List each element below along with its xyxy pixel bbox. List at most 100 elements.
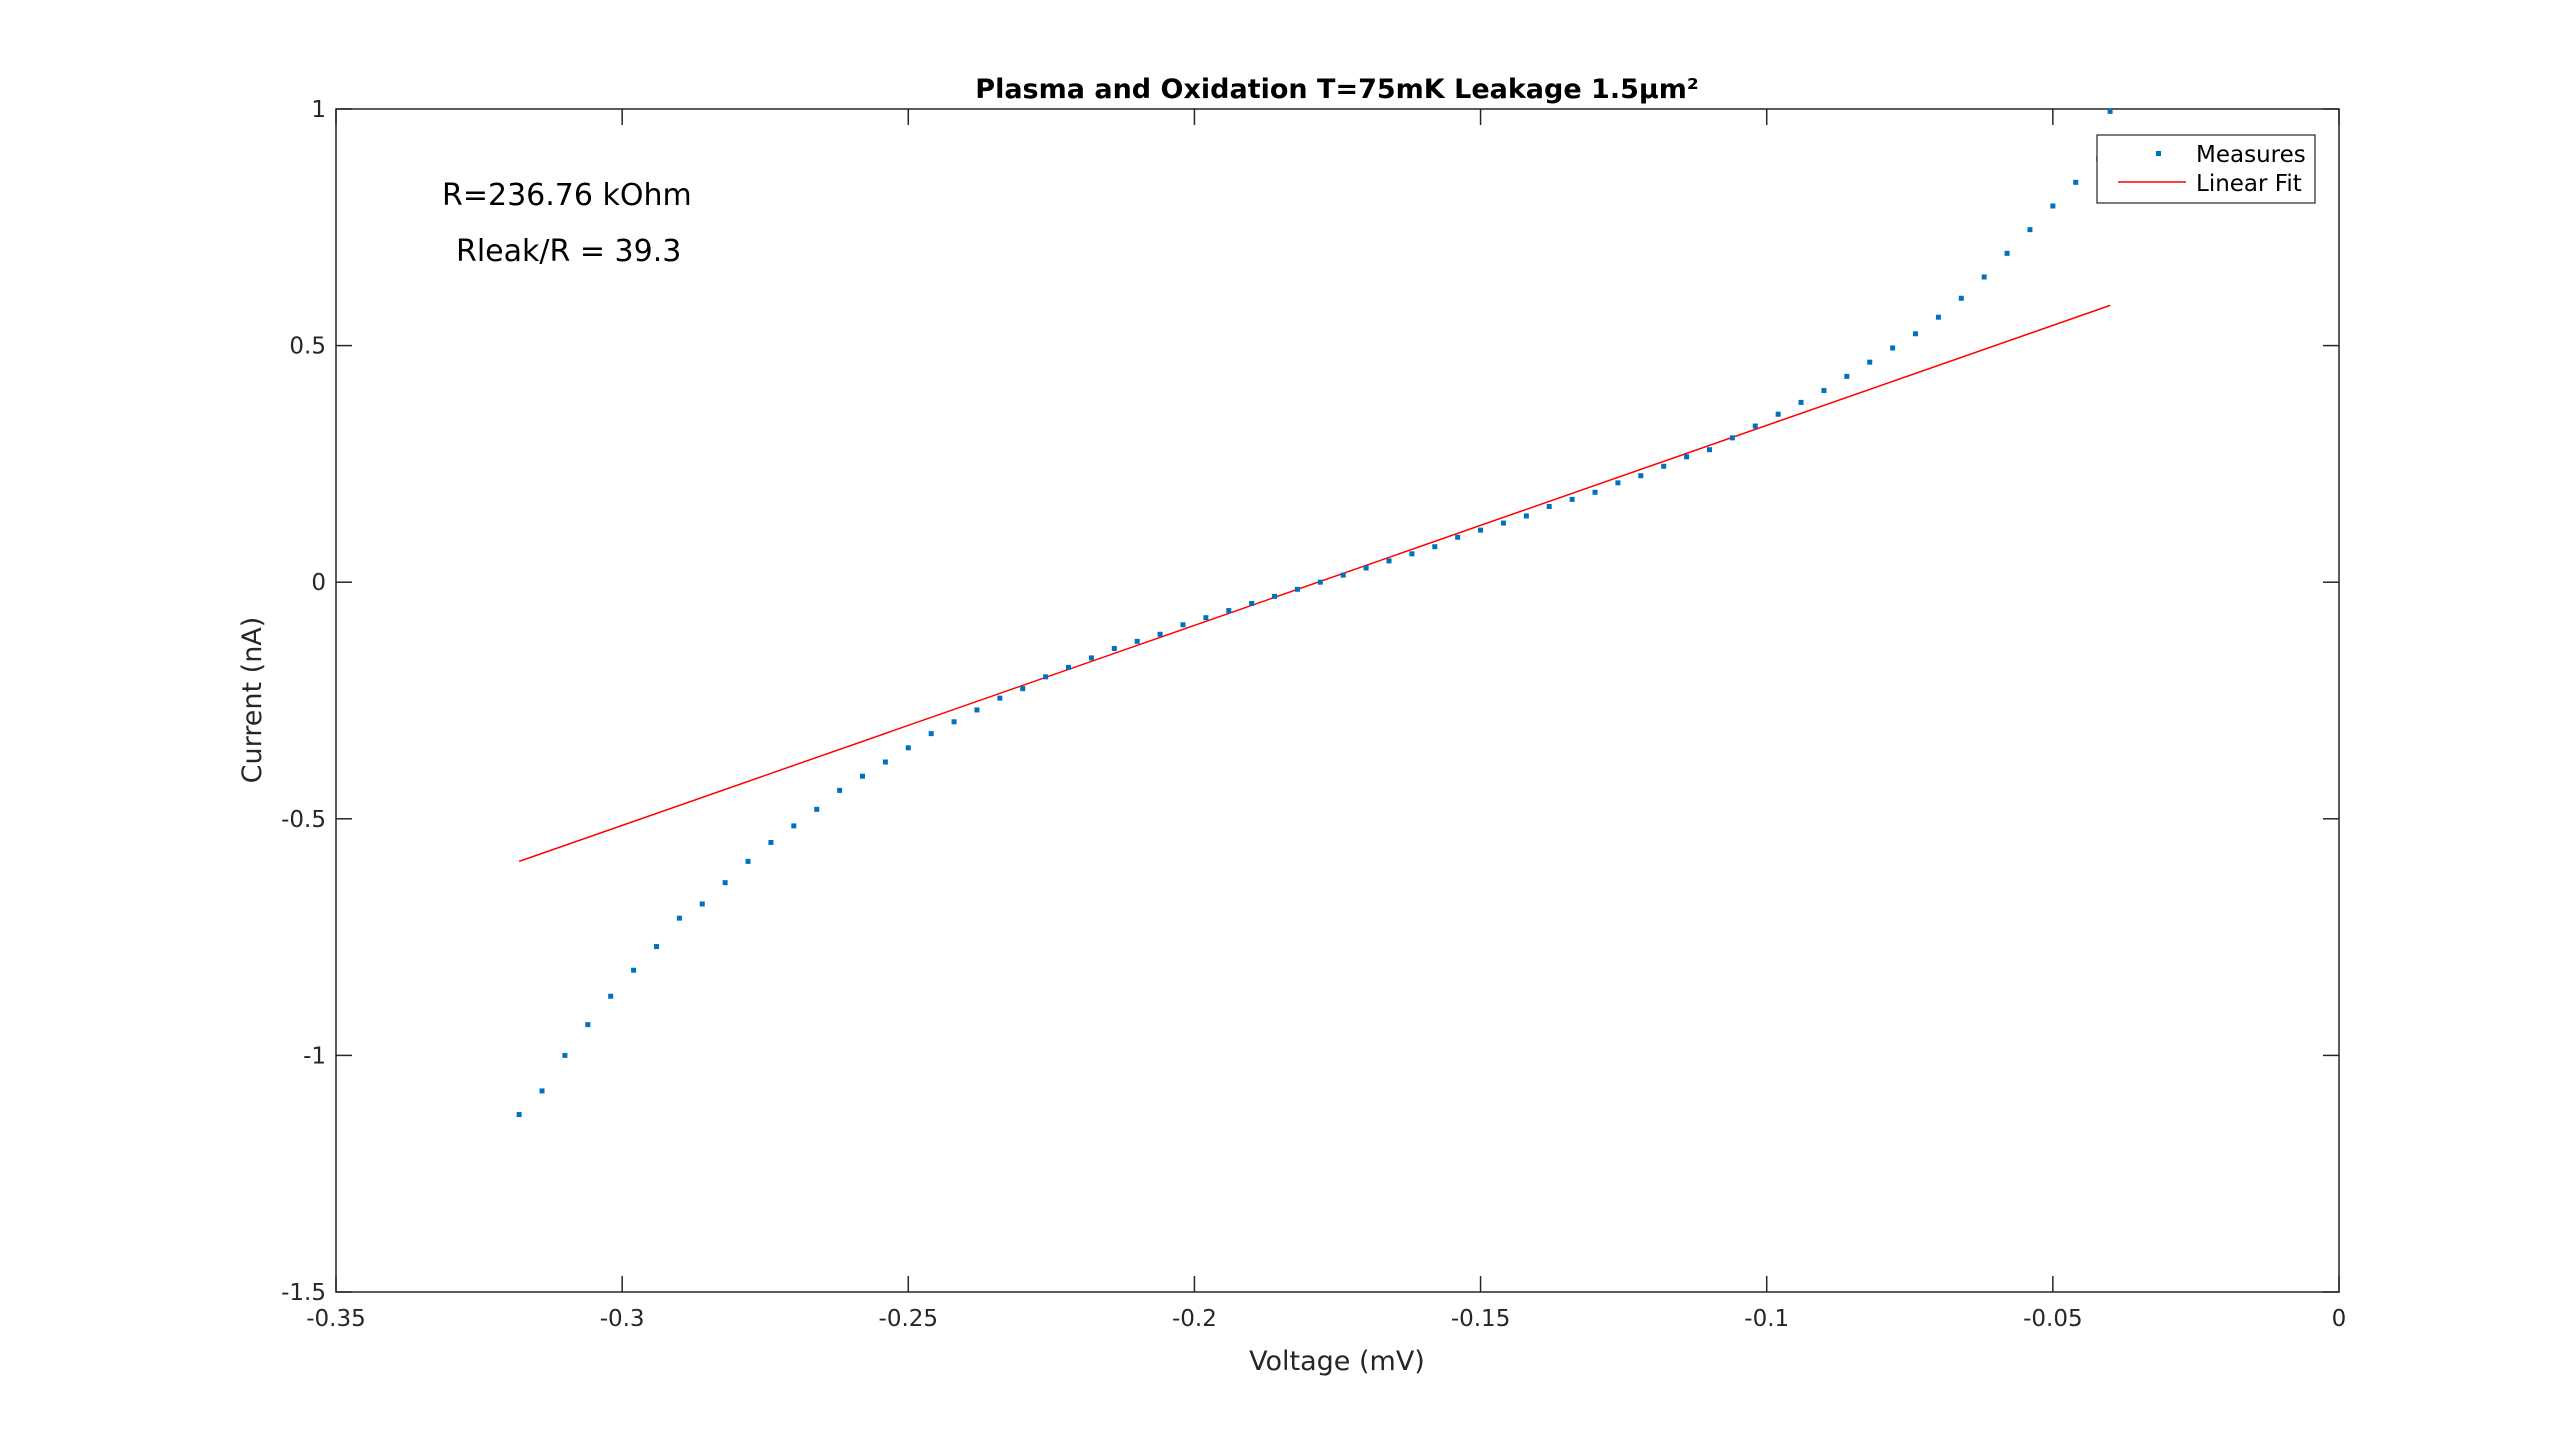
legend-label-measures: Measures bbox=[2196, 142, 2306, 168]
data-point-measures bbox=[653, 944, 659, 950]
plot-area bbox=[335, 108, 2340, 1293]
data-point-measures bbox=[516, 1112, 522, 1118]
data-point-measures bbox=[1043, 674, 1049, 680]
data-point-measures bbox=[1340, 572, 1346, 578]
x-tick-label: -0.15 bbox=[1451, 1306, 1511, 1332]
y-tick-label: -1 bbox=[303, 1043, 326, 1069]
data-point-measures bbox=[1798, 399, 1804, 405]
data-point-measures bbox=[585, 1022, 591, 1028]
data-point-measures bbox=[539, 1088, 545, 1094]
data-point-measures bbox=[1684, 454, 1690, 460]
data-point-measures bbox=[608, 993, 614, 999]
data-point-measures bbox=[1088, 655, 1094, 661]
annotation-resistance: R=236.76 kOhm bbox=[442, 178, 692, 213]
data-point-measures bbox=[722, 880, 728, 886]
data-point-measures bbox=[1157, 631, 1163, 637]
y-tick-label: 1 bbox=[311, 97, 326, 123]
data-point-measures bbox=[1226, 608, 1232, 614]
legend: Measures Linear Fit bbox=[2096, 134, 2316, 204]
data-point-measures bbox=[1615, 480, 1621, 486]
x-tick-label: -0.25 bbox=[879, 1306, 939, 1332]
data-point-measures bbox=[2027, 227, 2033, 233]
data-point-measures bbox=[1752, 423, 1758, 429]
data-point-measures bbox=[1821, 388, 1827, 394]
data-point-measures bbox=[2004, 250, 2010, 256]
data-point-measures bbox=[1546, 503, 1552, 509]
data-point-measures bbox=[1500, 520, 1506, 526]
data-point-measures bbox=[860, 773, 866, 779]
data-point-measures bbox=[1706, 447, 1712, 453]
data-point-measures bbox=[814, 806, 820, 812]
data-point-measures bbox=[1294, 586, 1300, 592]
data-point-measures bbox=[1432, 544, 1438, 550]
data-point-measures bbox=[928, 731, 934, 737]
data-point-measures bbox=[905, 745, 911, 751]
data-point-measures bbox=[1592, 489, 1598, 495]
data-point-measures bbox=[882, 759, 888, 765]
x-tick-label: -0.05 bbox=[2023, 1306, 2083, 1332]
legend-label-linear-fit: Linear Fit bbox=[2196, 171, 2302, 197]
x-tick-label: -0.35 bbox=[306, 1306, 366, 1332]
data-point-measures bbox=[1180, 622, 1186, 628]
data-point-measures bbox=[676, 915, 682, 921]
data-point-measures bbox=[1249, 600, 1255, 606]
x-tick-label: -0.1 bbox=[1744, 1306, 1789, 1332]
y-tick-label: -0.5 bbox=[281, 807, 326, 833]
data-point-measures bbox=[974, 707, 980, 713]
data-point-measures bbox=[1844, 373, 1850, 379]
data-point-measures bbox=[1111, 645, 1117, 651]
data-point-measures bbox=[562, 1052, 568, 1058]
legend-marker-measures bbox=[2156, 151, 2161, 156]
data-point-measures bbox=[1020, 686, 1026, 692]
chart-title: Plasma and Oxidation T=75mK Leakage 1.5µ… bbox=[975, 74, 1698, 105]
data-point-measures bbox=[1478, 527, 1484, 533]
data-point-measures bbox=[837, 787, 843, 793]
data-point-measures bbox=[2050, 203, 2056, 209]
annotation-leak-ratio: Rleak/R = 39.3 bbox=[456, 234, 681, 269]
y-tick-label: 0 bbox=[311, 570, 326, 596]
y-tick-label: -1.5 bbox=[281, 1280, 326, 1306]
data-point-measures bbox=[1363, 565, 1369, 571]
data-point-measures bbox=[2073, 179, 2079, 185]
data-point-measures bbox=[1890, 345, 1896, 351]
y-tick-label: 0.5 bbox=[289, 334, 326, 360]
data-point-measures bbox=[1066, 664, 1072, 670]
data-point-measures bbox=[1386, 558, 1392, 564]
data-point-measures bbox=[1775, 411, 1781, 417]
legend-box bbox=[2096, 134, 2316, 204]
data-point-measures bbox=[2107, 108, 2113, 114]
data-point-measures bbox=[1455, 534, 1461, 540]
x-tick-label: 0 bbox=[2332, 1306, 2347, 1332]
data-point-measures bbox=[1569, 496, 1575, 502]
series-layer bbox=[516, 108, 2113, 1118]
data-point-measures bbox=[1638, 473, 1644, 479]
data-point-measures bbox=[745, 858, 751, 864]
data-point-measures bbox=[1203, 615, 1209, 621]
x-axis-ticks: -0.35 -0.3 -0.25 -0.2 -0.15 -0.1 -0.05 0 bbox=[306, 109, 2346, 1332]
data-point-measures bbox=[951, 719, 957, 725]
data-point-measures bbox=[997, 695, 1003, 701]
x-tick-label: -0.3 bbox=[600, 1306, 645, 1332]
y-axis-label: Current (nA) bbox=[237, 617, 268, 784]
data-point-measures bbox=[699, 901, 705, 907]
x-axis-label: Voltage (mV) bbox=[1249, 1346, 1425, 1377]
data-point-measures bbox=[1981, 274, 1987, 280]
series-line-linear-fit bbox=[518, 304, 2111, 863]
data-point-measures bbox=[1317, 579, 1323, 585]
data-point-measures bbox=[1729, 435, 1735, 441]
data-point-measures bbox=[1272, 593, 1278, 599]
data-point-measures bbox=[1913, 331, 1919, 337]
data-point-measures bbox=[1661, 463, 1667, 469]
data-point-measures bbox=[1134, 638, 1140, 644]
data-point-measures bbox=[1958, 295, 1964, 301]
y-axis-ticks: -1.5 -1 -0.5 0 0.5 1 bbox=[281, 97, 2339, 1306]
data-point-measures bbox=[768, 839, 774, 845]
data-point-measures bbox=[1523, 513, 1529, 519]
x-tick-label: -0.2 bbox=[1172, 1306, 1217, 1332]
data-point-measures bbox=[791, 823, 797, 829]
data-point-measures bbox=[631, 967, 637, 973]
data-point-measures bbox=[1867, 359, 1873, 365]
data-point-measures bbox=[1935, 314, 1941, 320]
data-point-measures bbox=[1409, 551, 1415, 557]
